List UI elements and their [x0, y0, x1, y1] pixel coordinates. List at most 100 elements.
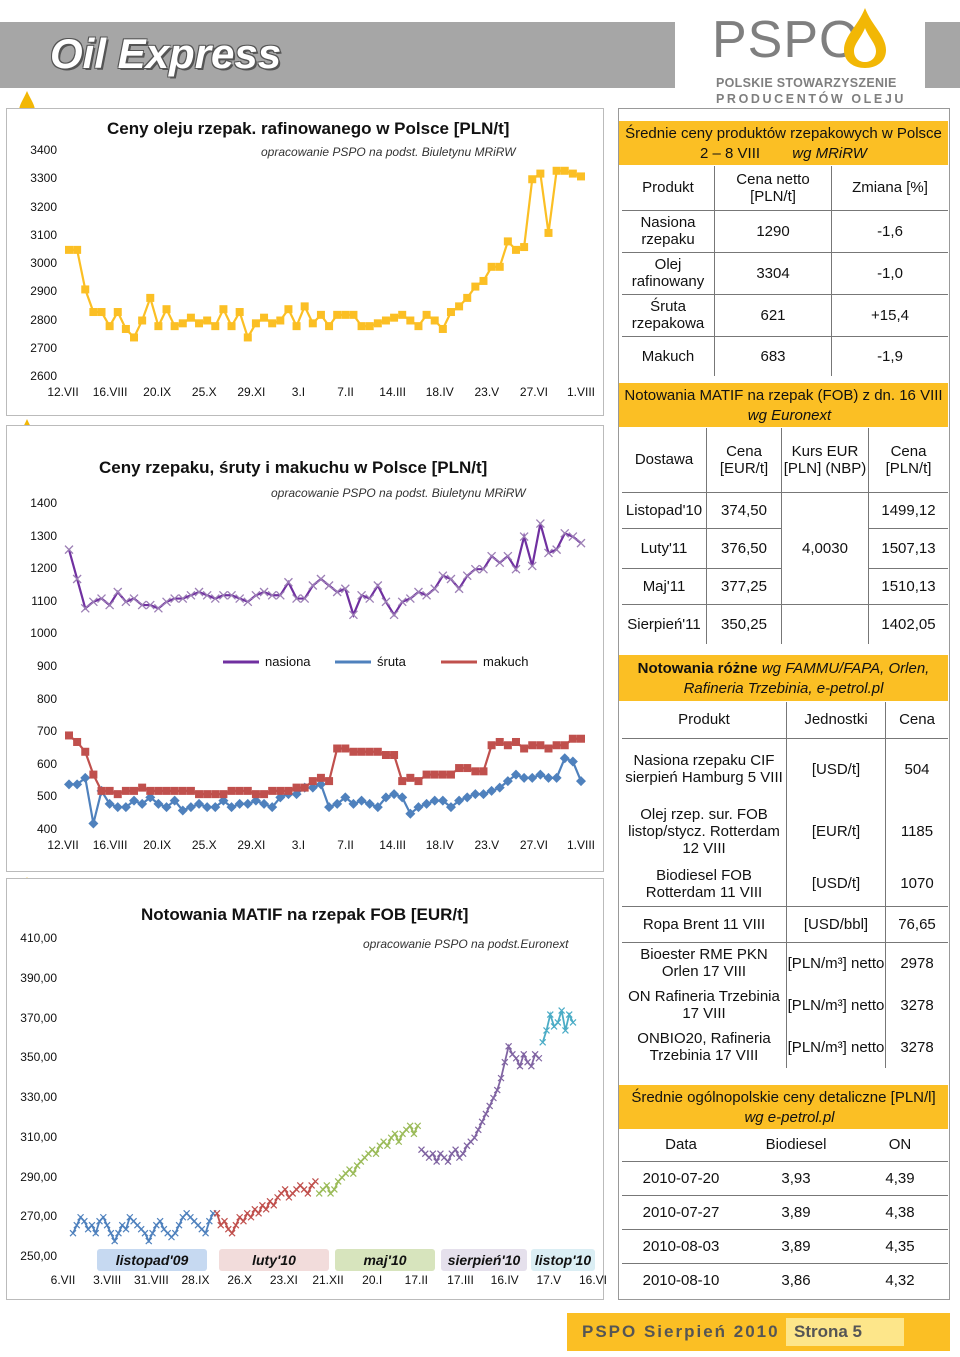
data-point — [520, 1050, 528, 1058]
data-point — [161, 802, 172, 813]
data-point — [474, 1126, 482, 1134]
data-point — [552, 166, 561, 175]
data-point — [260, 790, 269, 799]
x-tick-label: 20.IX — [143, 838, 172, 852]
data-point — [520, 243, 529, 252]
y-tick-label: 2600 — [30, 369, 57, 383]
y-tick-label: 1400 — [30, 496, 57, 510]
data-point — [316, 310, 325, 319]
th-pln: Cena [PLN/t] — [868, 428, 948, 493]
table-matif: Dostawa Cena [EUR/t] Kurs EUR [PLN] (NBP… — [622, 428, 948, 644]
data-point — [445, 802, 456, 813]
table-row: Maj'11 377,25 1510,13 — [622, 568, 948, 605]
data-point — [470, 564, 480, 574]
x-tick-label: 21.XII — [312, 1273, 344, 1287]
data-point — [495, 737, 504, 746]
series-line — [318, 1124, 419, 1195]
data-point — [455, 302, 464, 311]
data-point — [505, 1042, 513, 1050]
data-point — [129, 594, 139, 603]
data-point — [437, 795, 448, 806]
data-point — [146, 293, 155, 302]
data-point — [552, 545, 562, 555]
section-various-head: Notowania różne wg FAMMU/FAPA, Orlen, Ra… — [619, 655, 948, 701]
x-tick-label: 7.II — [337, 385, 354, 399]
data-point — [422, 310, 431, 319]
data-point — [232, 1221, 240, 1229]
data-point — [251, 790, 260, 799]
data-point — [446, 308, 455, 317]
x-tick-label: 23.V — [474, 838, 500, 852]
data-point — [455, 764, 464, 773]
data-point — [406, 1122, 414, 1130]
data-point — [97, 308, 106, 317]
data-point — [348, 610, 358, 620]
x-tick-label: 27.VI — [519, 838, 548, 852]
data-point — [243, 786, 252, 795]
data-point — [349, 310, 358, 319]
data-point — [259, 587, 269, 597]
table-row: ON Rafineria Trzebinia 17 VIII [PLN/m³] … — [622, 984, 948, 1026]
th-product: Produkt — [622, 166, 715, 211]
data-point — [414, 1122, 422, 1130]
data-point — [89, 770, 98, 779]
data-point — [430, 770, 439, 779]
data-point — [80, 603, 90, 613]
data-point — [300, 594, 310, 603]
data-point — [105, 600, 115, 610]
data-point — [510, 769, 521, 780]
y-tick-label: 270,00 — [20, 1209, 57, 1224]
data-point — [558, 1007, 566, 1014]
data-point — [228, 1229, 236, 1237]
data-point — [349, 1170, 357, 1177]
y-tick-label: 600 — [36, 756, 57, 771]
data-point — [414, 322, 423, 331]
data-point — [145, 792, 156, 803]
data-point — [373, 319, 382, 328]
chart-plot — [69, 1007, 577, 1245]
x-tick-label: 1.VIII — [566, 838, 596, 852]
series-line — [420, 1043, 540, 1164]
data-point — [138, 316, 147, 325]
table-row: Nasiona rzepaku 1290 -1,6 — [622, 210, 948, 253]
section-retail-head: Średnie ogólnopolskie ceny detaliczne [P… — [619, 1085, 948, 1129]
data-point — [235, 308, 244, 317]
data-point — [130, 786, 139, 795]
data-point — [137, 600, 147, 610]
data-point — [372, 802, 383, 813]
data-point — [568, 734, 577, 743]
series-line — [216, 1180, 317, 1235]
data-point — [536, 169, 545, 178]
data-point — [292, 783, 301, 792]
x-tick-label: 17.III — [447, 1273, 474, 1287]
data-point — [211, 790, 220, 799]
data-point — [162, 786, 171, 795]
chart-title: Ceny oleju rzepak. rafinowanego w Polsce… — [107, 119, 510, 138]
y-tick-label: 1300 — [30, 528, 57, 543]
data-point — [519, 532, 529, 542]
data-point — [213, 1209, 221, 1217]
data-point — [405, 808, 416, 819]
data-point — [122, 1225, 130, 1233]
data-point — [381, 316, 390, 325]
y-tick-label: 310,00 — [20, 1129, 57, 1144]
chart-oil-prices: Ceny oleju rzepak. rafinowanego w Polsce… — [6, 108, 604, 416]
section-source: wg MRiRW — [792, 145, 867, 162]
data-point — [211, 322, 220, 331]
data-point — [92, 1229, 100, 1237]
data-point — [511, 564, 521, 574]
data-point — [186, 590, 196, 600]
period-label: listopad'09 — [97, 1249, 207, 1271]
data-point — [544, 228, 553, 237]
data-point — [512, 1054, 520, 1062]
data-point — [390, 751, 399, 760]
th-bio: Biodiesel — [740, 1129, 852, 1162]
chart-plot — [65, 166, 585, 342]
data-point — [438, 324, 447, 333]
data-point — [218, 795, 229, 806]
data-point — [88, 818, 99, 829]
chart-note: opracowanie PSPO na podst. Biuletynu MRi… — [271, 486, 526, 500]
data-point — [446, 574, 456, 584]
data-point — [459, 1150, 467, 1158]
data-point — [268, 319, 277, 328]
